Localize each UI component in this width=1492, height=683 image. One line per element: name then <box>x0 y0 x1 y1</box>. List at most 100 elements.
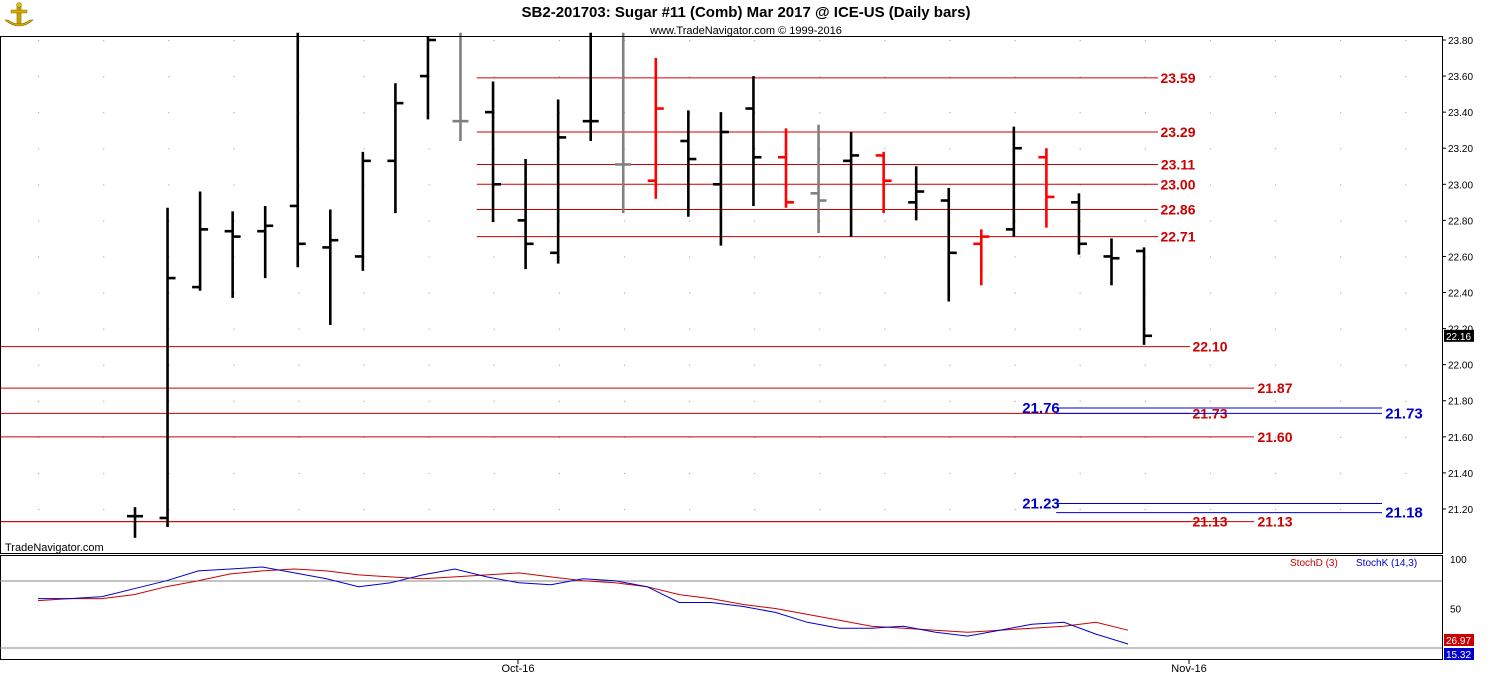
grid-dot <box>754 256 756 258</box>
grid-dot <box>689 436 691 439</box>
grid-dot <box>1405 256 1407 258</box>
grid-dot <box>38 436 40 439</box>
grid-dot <box>819 364 821 366</box>
last-price-box <box>1444 329 1474 342</box>
grid-dot <box>233 40 235 42</box>
grid-dot <box>1340 184 1342 186</box>
level-label: 21.13 <box>1257 514 1292 530</box>
stochastic-panel: 100 50 StochD (3) StochK (14,3) 26.97 15.32 <box>0 555 1474 661</box>
grid-dot <box>1014 508 1016 511</box>
grid-dot <box>884 148 886 150</box>
grid-dot <box>1340 508 1342 511</box>
grid-dot <box>689 292 691 294</box>
grid-dot <box>1274 400 1277 402</box>
grid-dot <box>1144 472 1146 475</box>
grid-dot <box>38 76 40 78</box>
grid-dot <box>884 364 886 366</box>
grid-dot <box>1209 148 1211 150</box>
grid-dot <box>38 328 40 330</box>
grid-dot <box>1274 148 1277 150</box>
grid-dot <box>1340 472 1342 475</box>
grid-dot <box>949 436 951 439</box>
grid-dot <box>689 508 691 511</box>
grid-dot <box>1209 40 1211 42</box>
grid-dot <box>233 364 235 366</box>
grid-dot <box>1274 472 1277 475</box>
grid-dot <box>689 76 691 78</box>
grid-dot <box>558 472 560 475</box>
grid-dot <box>689 364 691 366</box>
grid-dot <box>1209 364 1211 366</box>
level-label: 23.11 <box>1161 156 1195 172</box>
grid-dot <box>884 256 886 258</box>
grid-dot <box>884 112 886 114</box>
grid-dot <box>1144 148 1146 150</box>
grid-dot <box>1209 292 1211 294</box>
y-tick-label: 22.60 <box>1448 252 1473 263</box>
level-label: 22.86 <box>1160 202 1195 218</box>
grid-dot <box>298 472 300 475</box>
grid-dot <box>428 400 430 402</box>
grid-dot <box>1340 220 1342 222</box>
y-tick-label: 23.20 <box>1448 144 1473 155</box>
grid-dot <box>754 436 756 439</box>
grid-dot <box>233 76 235 78</box>
grid-dot <box>754 364 756 366</box>
grid-dot <box>1209 508 1211 511</box>
grid-dot <box>1079 472 1081 475</box>
level-label: 21.76 <box>1022 400 1060 417</box>
grid-dot <box>298 364 300 366</box>
grid-dot <box>1340 436 1342 439</box>
grid-dot <box>1340 256 1342 258</box>
axes: 23.80 23.60 23.40 23.20 23.00 22.80 22.60 22.40… <box>0 36 1474 675</box>
y-tick-label: 23.80 <box>1448 36 1473 47</box>
grid-dot <box>949 40 951 42</box>
grid-dot <box>493 364 495 366</box>
grid-dot <box>754 40 756 42</box>
grid-dot <box>819 40 821 42</box>
grid-dot <box>1405 328 1407 330</box>
grid-dot <box>949 472 951 475</box>
grid-dot <box>1274 40 1277 42</box>
grid-dot <box>168 40 170 42</box>
grid-dot <box>558 76 560 78</box>
grid-dot <box>298 436 300 439</box>
grid-dot <box>363 148 365 150</box>
grid-dot <box>38 472 40 475</box>
grid-dot <box>493 400 495 402</box>
grid-dot <box>949 364 951 366</box>
y-tick-label: 22.40 <box>1448 289 1473 300</box>
grid-dot <box>623 508 626 511</box>
grid-dot <box>298 292 300 294</box>
grid-dot <box>754 220 756 222</box>
grid-dot <box>1209 256 1211 258</box>
grid-dot <box>949 328 951 330</box>
grid-dot <box>428 184 430 186</box>
grid-dot <box>233 400 235 402</box>
grid-dot <box>1405 76 1407 78</box>
grid-dot <box>1144 400 1146 402</box>
y-tick-label: 21.80 <box>1448 397 1473 408</box>
grid-dot <box>949 400 951 402</box>
grid-dot <box>1079 256 1081 258</box>
grid-dot <box>298 328 300 330</box>
grid-dot <box>754 472 756 475</box>
grid-dot <box>558 436 560 439</box>
grid-dot <box>168 76 170 78</box>
level-label: 22.71 <box>1160 229 1195 245</box>
grid-dot <box>1209 328 1211 330</box>
grid-dot <box>1079 184 1081 186</box>
grid-dot <box>623 364 626 366</box>
grid-dot <box>428 256 430 258</box>
level-label: 21.18 <box>1385 505 1423 522</box>
grid-dot <box>1405 292 1407 294</box>
grid-dot <box>1014 328 1016 330</box>
level-label: 23.00 <box>1160 176 1195 192</box>
grid-dot <box>819 400 821 402</box>
watermark: TradeNavigator.com <box>5 542 104 554</box>
level-lines: 23.59 23.29 23.11 23.00 22.86 22.71 22.10 21.87… <box>0 70 1423 530</box>
grid-dot <box>1079 328 1081 330</box>
grid-dot <box>623 292 626 294</box>
grid-dot <box>884 508 886 511</box>
legend-stochk: StochK (14,3) <box>1356 558 1417 569</box>
